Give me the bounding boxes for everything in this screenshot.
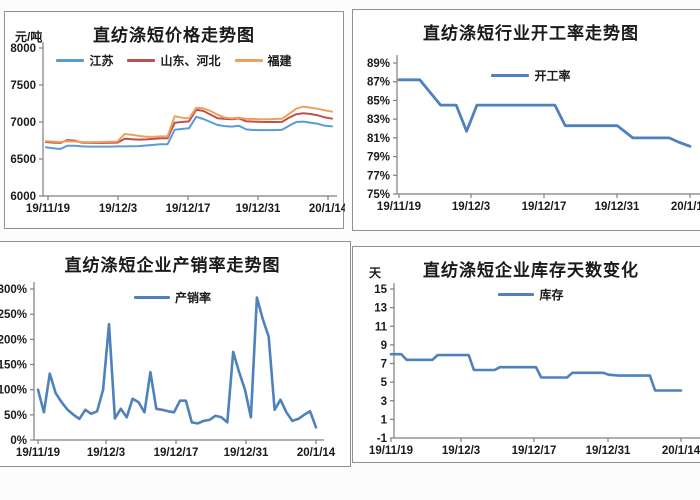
y-tick-label: 15: [374, 284, 387, 296]
price-chart-panel: 直纺涤短价格走势图 元/吨 江苏 山东、河北 福建 6000 6500 7000 7500…: [4, 11, 345, 229]
y-tick-label: 7: [381, 359, 387, 371]
y-tick-label: 5: [381, 377, 388, 389]
x-tick-label: 19/12/3: [87, 447, 125, 459]
x-tick-label: 19/12/3: [99, 203, 137, 215]
y-tick-label: 8000: [10, 43, 36, 55]
legend-line-swatch: [491, 74, 530, 77]
x-tick-label: 19/12/31: [595, 201, 640, 213]
sales-ratio-chart-canvas: 0% 50% 100% 150% 200% 250% 300% 19/11/19 19/12/3…: [0, 282, 336, 459]
y-tick-label: 100%: [0, 385, 27, 397]
price-chart-legend: 江苏 山东、河北 福建: [5, 52, 343, 69]
y-tick-label: 83%: [367, 114, 390, 126]
x-tick-label: 19/11/19: [369, 445, 413, 457]
y-tick-label: 85%: [367, 95, 390, 107]
y-tick-label: 6000: [10, 191, 36, 203]
y-tick-label: 79%: [367, 152, 390, 164]
operating-rate-chart-legend: 开工率: [353, 67, 700, 84]
x-tick-label: 19/11/19: [26, 203, 70, 215]
x-tick-label: 20/1/14: [297, 447, 336, 459]
x-tick-label: 19/12/31: [586, 445, 631, 457]
legend-line-swatch: [127, 59, 156, 62]
inventory-days-chart-panel: 直纺涤短企业库存天数变化 天 库存 -1 1 3 5 7 9 11 13 15 19/11/19 1…: [352, 246, 700, 463]
inventory-days-chart-title: 直纺涤短企业库存天数变化: [423, 261, 639, 280]
legend-label: 江苏: [89, 54, 114, 68]
price-chart-title: 直纺涤短价格走势图: [93, 26, 255, 45]
inventory-y-unit-label: 天: [369, 266, 382, 280]
x-tick-label: 19/12/31: [236, 203, 281, 215]
legend-line-swatch: [56, 59, 85, 62]
y-tick-label: 81%: [367, 133, 390, 145]
y-tick-label: 89%: [367, 58, 390, 70]
series-line-产销率: [36, 296, 318, 429]
legend-line-swatch: [498, 293, 535, 296]
x-tick-label: 19/12/17: [522, 201, 567, 213]
series-line-库存: [389, 352, 683, 392]
legend-item: 开工率: [491, 67, 571, 84]
legend-line-swatch: [234, 59, 263, 62]
legend-item: 库存: [498, 286, 564, 303]
operating-rate-chart-canvas: 75%77%79%81%83%85%87%89%19/11/19 19/12/3 1…: [367, 55, 700, 213]
y-tick-label: 300%: [0, 284, 27, 296]
price-chart-canvas: 6000 6500 7000 7500 8000 19/11/19 19/12/3 19/12…: [10, 42, 345, 215]
price-y-unit-label: 元/吨: [15, 30, 43, 44]
legend-line-swatch: [133, 296, 170, 299]
y-tick-label: 1: [381, 414, 388, 426]
y-tick-label: 7500: [10, 80, 36, 92]
legend-label: 产销率: [174, 291, 211, 305]
x-tick-label: 19/11/19: [16, 447, 60, 459]
x-tick-label: 19/12/17: [154, 447, 199, 459]
x-tick-label: 19/12/3: [442, 445, 480, 457]
sales-ratio-chart-title: 直纺涤短企业产销率走势图: [64, 256, 281, 275]
sales-ratio-chart-panel: 直纺涤短企业产销率走势图 产销率 0% 50% 100% 150% 200% 250% 30…: [0, 241, 351, 467]
x-tick-label: 19/12/31: [224, 447, 269, 459]
x-tick-label: 19/12/17: [166, 203, 211, 215]
y-tick-label: 6500: [10, 154, 36, 166]
series-line-开工率: [397, 78, 692, 148]
x-tick-label: 19/11/19: [377, 201, 421, 213]
operating-rate-chart-title: 直纺涤短行业开工率走势图: [423, 24, 639, 43]
legend-item: 山东、河北: [127, 52, 221, 69]
operating-rate-chart-panel: 直纺涤短行业开工率走势图 开工率 75% 77% 79% 81% 83% 85% 87% 89…: [352, 9, 700, 231]
x-tick-label: 20/1/14: [309, 203, 345, 215]
y-tick-label: 11: [375, 321, 388, 333]
legend-label: 福建: [267, 54, 292, 68]
y-tick-label: 7000: [10, 117, 36, 129]
y-tick-label: -1: [377, 433, 388, 445]
legend-item: 江苏: [56, 52, 113, 69]
y-tick-label: 77%: [367, 170, 390, 182]
series-line-江苏: [45, 115, 333, 150]
series-line-福建: [45, 105, 333, 144]
x-tick-label: 19/12/17: [512, 445, 557, 457]
y-tick-label: 13: [374, 303, 387, 315]
sales-ratio-chart-legend: 产销率: [0, 289, 350, 306]
x-tick-label: 20/1/14: [662, 445, 700, 457]
y-tick-label: 150%: [0, 360, 27, 372]
x-tick-label: 20/1/14: [671, 201, 700, 213]
y-tick-label: 87%: [367, 77, 390, 89]
legend-label: 山东、河北: [160, 54, 221, 68]
legend-label: 库存: [539, 288, 564, 302]
y-tick-label: 75%: [367, 189, 390, 201]
y-tick-label: 200%: [0, 334, 27, 346]
legend-item: 产销率: [133, 289, 211, 306]
inventory-days-chart-legend: 库存: [353, 286, 700, 303]
y-tick-label: 3: [381, 396, 387, 408]
legend-item: 福建: [234, 52, 292, 69]
x-tick-label: 19/12/3: [452, 201, 490, 213]
y-tick-label: 50%: [4, 410, 27, 422]
y-tick-label: 9: [381, 340, 387, 352]
legend-label: 开工率: [534, 69, 571, 83]
y-tick-label: 0%: [10, 435, 27, 447]
y-tick-label: 250%: [0, 309, 27, 321]
